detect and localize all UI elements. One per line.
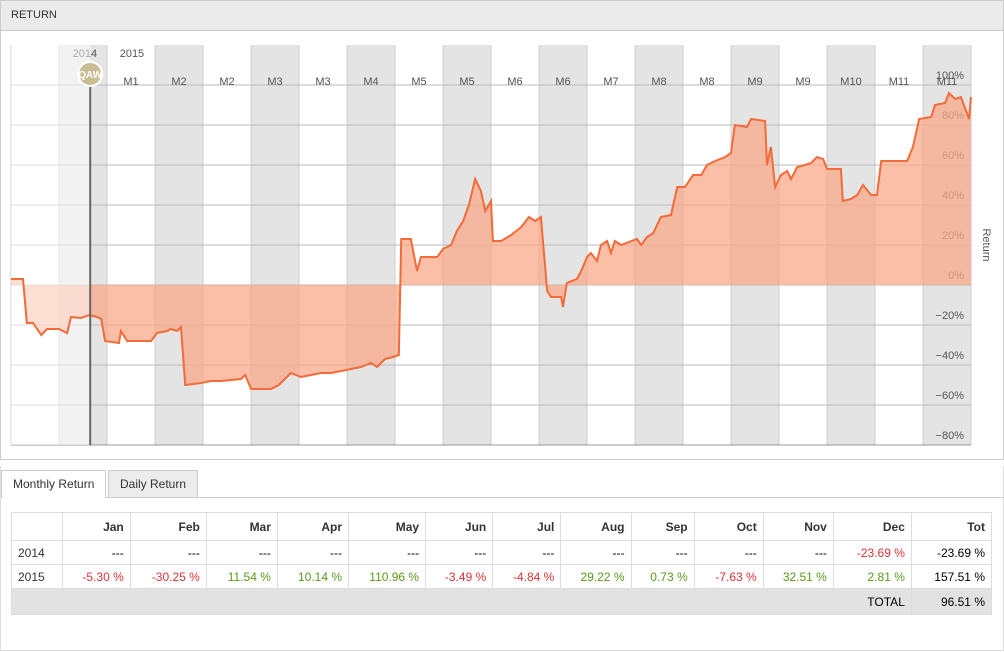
cell: --- [205,540,278,565]
total-row: TOTAL 96.51 % [11,588,993,615]
y-tick-label: −60% [936,390,965,402]
cell: --- [425,540,494,565]
column-header [11,512,63,541]
cell: 110.96 % [348,564,427,589]
cell: -5.30 % [61,564,131,589]
x-tick-label: M8 [699,76,714,88]
cell: 10.14 % [276,564,350,589]
column-header: Feb [129,512,207,541]
monthly-table: Jan Feb Mar Apr May Jun Jul Aug Sep Oct Nov Dec Tot 2… [11,512,993,615]
column-header: Sep [630,512,695,541]
table-row: 2015 -5.30 % -30.25 % 11.54 % 10.14 % 110.96 … [11,564,993,589]
cell: --- [630,540,695,565]
chart: −80%−60%−40%−20%0%20%40%60%80%100%M1M2M2… [10,45,992,446]
x-tick-label: M9 [747,76,762,88]
cell: --- [348,540,427,565]
tab-bar: Monthly Return Daily Return [1,466,1004,498]
x-tick-label: M8 [651,76,666,88]
column-header: Tot [910,512,993,541]
cell: 2.81 % [832,564,912,589]
cursor-shade [11,45,91,445]
cell: --- [560,540,632,565]
cell: 157.51 % [910,564,993,589]
x-tick-label: M3 [315,76,330,88]
area [11,93,971,389]
column-header: Aug [560,512,632,541]
column-header: Apr [276,512,350,541]
column-header: May [348,512,427,541]
cell: -7.63 % [693,564,764,589]
cell: --- [762,540,834,565]
x-tick-label: M11 [889,76,910,88]
returns-section: Monthly Return Daily Return Jan Feb Mar Apr… [0,466,1004,651]
x-tick-label: M4 [363,76,378,88]
cell: -4.84 % [492,564,562,589]
cell: --- [129,540,207,565]
y-axis-label: Return [980,228,992,261]
cell: -30.25 % [129,564,207,589]
row-label: 2014 [11,540,63,565]
cell: --- [276,540,350,565]
total-value: 96.51 % [910,588,993,615]
y-tick-label: −20% [936,310,965,322]
table-row: 2014 --- --- --- --- --- --- --- --- --- --- --- -23… [11,540,993,565]
column-header: Jul [492,512,562,541]
x-tick-label: M2 [171,76,186,88]
x-tick-label: M6 [507,76,522,88]
x-tick-label: M6 [555,76,570,88]
x-tick-label: M3 [267,76,282,88]
y-tick-label: −40% [936,350,965,362]
cursor-label: QAW [78,70,102,81]
y-tick-label: −80% [936,430,965,442]
column-header: Jun [425,512,494,541]
cell: 29.22 % [560,564,632,589]
return-panel: RETURN −80%−60%−40%−20%0%20%40%60%80%100… [0,0,1004,460]
x-tick-label: M7 [603,76,618,88]
x-tick-label: M10 [840,76,861,88]
y-tick-label: 100% [936,70,964,82]
cell: --- [492,540,562,565]
cell: -23.69 % [910,540,993,565]
cell: 0.73 % [630,564,695,589]
x-tick-label: M1 [123,76,138,88]
tab[interactable]: Daily Return [108,470,199,497]
panel-title: RETURN [1,1,1003,31]
row-label: 2015 [11,564,63,589]
column-header: Dec [832,512,912,541]
x-tick-label: M9 [795,76,810,88]
total-label: TOTAL [11,588,912,615]
cell: -3.49 % [425,564,494,589]
cell: 32.51 % [762,564,834,589]
x-tick-label: M11 [937,76,958,88]
cell: -23.69 % [832,540,912,565]
x-tick-label: M5 [459,76,474,88]
cell: --- [61,540,131,565]
line [11,91,972,390]
year-label: 2015 [120,48,144,60]
cell: 11.54 % [205,564,278,589]
x-tick-label: M2 [219,76,234,88]
column-header: Nov [762,512,834,541]
column-header: Oct [693,512,764,541]
column-header: Jan [61,512,131,541]
x-tick-label: M5 [411,76,426,88]
cell: --- [693,540,764,565]
cursor-marker [77,61,104,87]
tab[interactable]: Monthly Return [1,470,107,498]
column-header: Mar [205,512,278,541]
